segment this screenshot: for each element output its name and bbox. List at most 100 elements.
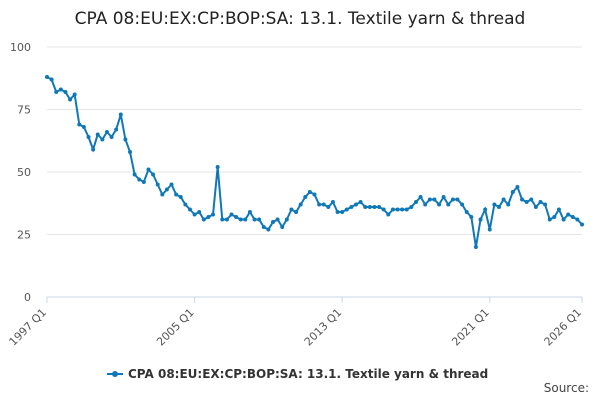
data-point bbox=[506, 202, 511, 207]
data-point bbox=[270, 220, 275, 224]
data-point bbox=[510, 190, 515, 194]
data-point bbox=[413, 200, 418, 204]
data-point bbox=[118, 112, 123, 117]
x-tick-label: 1997 Q1 bbox=[7, 306, 50, 349]
data-point bbox=[211, 212, 216, 217]
data-point bbox=[515, 185, 520, 189]
data-point bbox=[377, 205, 382, 209]
data-point bbox=[45, 75, 49, 79]
data-point bbox=[543, 202, 548, 207]
data-point bbox=[580, 222, 584, 227]
data-point bbox=[441, 195, 446, 199]
data-point bbox=[446, 202, 451, 207]
chart-title: CPA 08:EU:EX:CP:BOP:SA: 13.1. Textile ya… bbox=[75, 9, 526, 29]
x-tick-label: 2013 Q1 bbox=[302, 306, 345, 349]
x-tick-label: 2005 Q1 bbox=[154, 306, 197, 349]
data-point bbox=[91, 147, 96, 152]
data-point bbox=[538, 200, 543, 204]
data-point bbox=[358, 200, 363, 204]
data-point bbox=[483, 207, 488, 212]
y-tick-label: 100 bbox=[10, 41, 31, 54]
data-point bbox=[326, 205, 331, 209]
data-point bbox=[63, 90, 68, 94]
data-point bbox=[400, 207, 405, 212]
data-point bbox=[187, 207, 192, 212]
data-point bbox=[234, 215, 239, 219]
data-point bbox=[437, 202, 442, 207]
data-point bbox=[487, 227, 492, 232]
data-point bbox=[524, 200, 529, 204]
series-line bbox=[46, 76, 583, 248]
data-point bbox=[164, 187, 169, 192]
data-point bbox=[307, 190, 312, 194]
data-point bbox=[570, 215, 575, 219]
legend-marker bbox=[112, 371, 118, 377]
data-point bbox=[49, 77, 54, 82]
data-point bbox=[95, 132, 100, 137]
data-point bbox=[174, 192, 179, 197]
data-point bbox=[423, 202, 428, 207]
data-point bbox=[58, 87, 63, 92]
data-point bbox=[321, 202, 326, 207]
data-point bbox=[575, 217, 580, 222]
data-point bbox=[294, 210, 299, 214]
data-point bbox=[317, 202, 322, 207]
data-point bbox=[243, 217, 248, 222]
data-point bbox=[469, 215, 474, 219]
data-point bbox=[303, 195, 308, 199]
y-tick-label: 0 bbox=[24, 291, 31, 304]
data-point bbox=[418, 195, 423, 199]
data-point bbox=[247, 210, 252, 214]
data-point bbox=[54, 90, 59, 94]
data-point bbox=[432, 197, 437, 202]
data-point bbox=[312, 192, 317, 197]
data-point bbox=[404, 207, 409, 212]
data-point bbox=[372, 205, 377, 209]
data-point bbox=[473, 245, 478, 249]
data-point bbox=[533, 205, 538, 209]
data-point bbox=[224, 217, 229, 222]
data-point bbox=[289, 207, 294, 212]
data-point bbox=[261, 225, 266, 229]
data-point bbox=[215, 165, 220, 169]
data-point bbox=[146, 167, 151, 172]
data-point bbox=[478, 217, 483, 222]
data-point bbox=[141, 180, 146, 184]
data-point bbox=[492, 202, 497, 207]
data-point bbox=[284, 217, 289, 222]
data-point bbox=[363, 205, 368, 209]
data-point bbox=[460, 202, 465, 207]
data-point bbox=[409, 205, 414, 209]
data-point bbox=[455, 197, 460, 202]
data-point bbox=[72, 92, 77, 97]
data-point bbox=[178, 195, 183, 199]
data-point bbox=[520, 197, 525, 202]
data-point bbox=[556, 207, 561, 212]
data-point bbox=[201, 217, 206, 222]
data-point bbox=[77, 122, 82, 127]
y-tick-label: 75 bbox=[17, 104, 31, 117]
data-point bbox=[386, 212, 391, 217]
data-point bbox=[266, 227, 271, 232]
data-point bbox=[160, 192, 165, 197]
data-point bbox=[280, 225, 285, 229]
data-point bbox=[381, 207, 386, 212]
data-point bbox=[349, 205, 354, 209]
legend-label: CPA 08:EU:EX:CP:BOP:SA: 13.1. Textile ya… bbox=[128, 367, 488, 381]
data-point bbox=[252, 217, 257, 222]
data-point bbox=[183, 202, 188, 207]
data-point bbox=[496, 205, 501, 209]
data-point bbox=[566, 212, 571, 217]
data-point bbox=[344, 207, 349, 212]
data-point bbox=[427, 197, 432, 202]
data-point bbox=[257, 217, 262, 222]
data-point bbox=[501, 197, 506, 202]
data-point bbox=[561, 217, 566, 222]
data-point bbox=[330, 200, 335, 204]
data-point bbox=[367, 205, 372, 209]
data-point bbox=[340, 210, 345, 214]
data-point bbox=[109, 135, 114, 139]
data-point bbox=[151, 172, 156, 177]
data-point bbox=[229, 212, 234, 217]
